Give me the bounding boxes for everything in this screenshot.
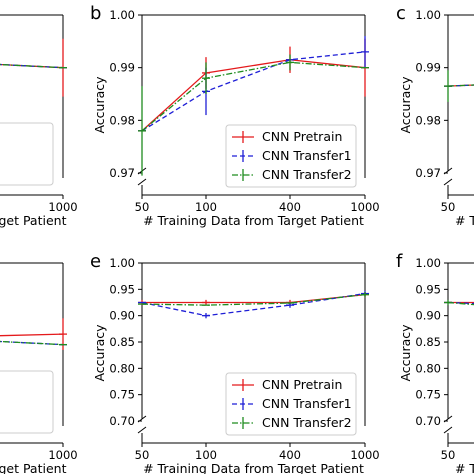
y-tick-label: 0.90 [415, 309, 441, 323]
legend-label: CNN Pretrain [262, 377, 342, 392]
panel-letter: b [90, 3, 101, 24]
series-line-3 [141, 293, 366, 306]
y-tick-label: 0.98 [415, 113, 441, 127]
axis-break-mark [443, 178, 453, 186]
y-tick-label: 0.99 [109, 61, 135, 75]
y-tick-label: 1.00 [109, 8, 135, 22]
x-tick-label: 50 [135, 448, 150, 462]
x-tick-label: 100 [195, 200, 217, 214]
y-axis-label: Accuracy [92, 76, 107, 134]
y-tick-label: 0.80 [109, 361, 135, 375]
series-line-1 [0, 333, 64, 337]
x-tick-label: 50 [441, 448, 456, 462]
panel-letter: f [396, 251, 403, 272]
y-tick-label: 0.97 [109, 166, 135, 180]
legend-label: CNN Transfer2 [262, 415, 352, 430]
x-tick-label: 1000 [48, 200, 77, 214]
series-line-2 [141, 51, 366, 132]
y-axis-label: Accuracy [398, 76, 413, 134]
series-line-3 [141, 61, 366, 132]
legend-box [225, 372, 357, 436]
legend-label: CNN Pretrain [262, 129, 342, 144]
chart-panel-d: 501004001000rget PatientPretrainTransfer… [0, 262, 78, 474]
x-tick-label: 50 [441, 200, 456, 214]
panel-letter: e [90, 251, 101, 272]
chart-panel-b: 1.00 0.99 0.98 0.97 50 100 400 1000# Training D… [90, 3, 380, 228]
y-tick-label: 0.95 [109, 282, 135, 296]
legend-box [225, 124, 357, 188]
y-tick-label: 0.98 [109, 113, 135, 127]
series-line-2 [0, 340, 64, 346]
y-tick-label: 0.95 [415, 282, 441, 296]
y-tick-label: 0.85 [415, 335, 441, 349]
chart-panel-e: 1.00 0.95 0.90 0.85 0.80 0.75 0.70 50 100 400 1000… [90, 251, 380, 474]
x-axis-label: rget Patient [0, 461, 67, 474]
y-axis-label: Accuracy [398, 324, 413, 382]
y-tick-label: 0.75 [415, 388, 441, 402]
legend-box [0, 122, 54, 186]
y-tick-label: 0.70 [109, 414, 135, 428]
series-line-2 [447, 301, 474, 305]
y-tick-label: 1.00 [109, 256, 135, 270]
y-tick-label: 0.75 [109, 388, 135, 402]
x-axis-label: rget Patient [0, 213, 67, 228]
axis-break-mark [137, 178, 147, 186]
legend-label: CNN Transfer1 [262, 396, 352, 411]
y-tick-label: 0.97 [415, 166, 441, 180]
series-line-2 [0, 63, 64, 69]
x-tick-label: 1000 [350, 200, 379, 214]
x-axis-label: # T [455, 213, 474, 228]
chart-panel-f: 1.000.950.900.850.800.750.70501004001000… [396, 251, 474, 474]
y-tick-label: 0.90 [109, 309, 135, 323]
series-line-2 [447, 84, 474, 87]
axis-break-mark [443, 426, 453, 434]
x-tick-label: 50 [135, 200, 150, 214]
series-line-2 [141, 292, 366, 317]
y-tick-label: 0.99 [415, 61, 441, 75]
x-tick-label: 1000 [48, 448, 77, 462]
y-tick-label: 0.70 [415, 414, 441, 428]
y-tick-label: 1.00 [415, 256, 441, 270]
x-axis-label: # T [455, 461, 474, 474]
x-axis-label: # Training Data from Target Patient [143, 213, 364, 228]
legend-label: CNN Transfer1 [262, 148, 352, 163]
y-axis-label: Accuracy [92, 324, 107, 382]
x-tick-label: 1000 [350, 448, 379, 462]
chart-panel-a: 501004001000rget PatientPretrainTransfer… [0, 14, 78, 228]
y-tick-label: 1.00 [415, 8, 441, 22]
x-tick-label: 400 [279, 200, 301, 214]
axis-break-mark [137, 426, 147, 434]
series-line-3 [447, 301, 474, 306]
x-axis-label: # Training Data from Target Patient [143, 461, 364, 474]
y-tick-label: 0.80 [415, 361, 441, 375]
x-tick-label: 400 [279, 448, 301, 462]
x-tick-label: 100 [195, 448, 217, 462]
legend-label: CNN Transfer2 [262, 167, 352, 182]
series-line-1 [141, 59, 366, 132]
panel-letter: c [396, 3, 406, 24]
y-tick-label: 0.85 [109, 335, 135, 349]
legend-box [0, 370, 54, 434]
